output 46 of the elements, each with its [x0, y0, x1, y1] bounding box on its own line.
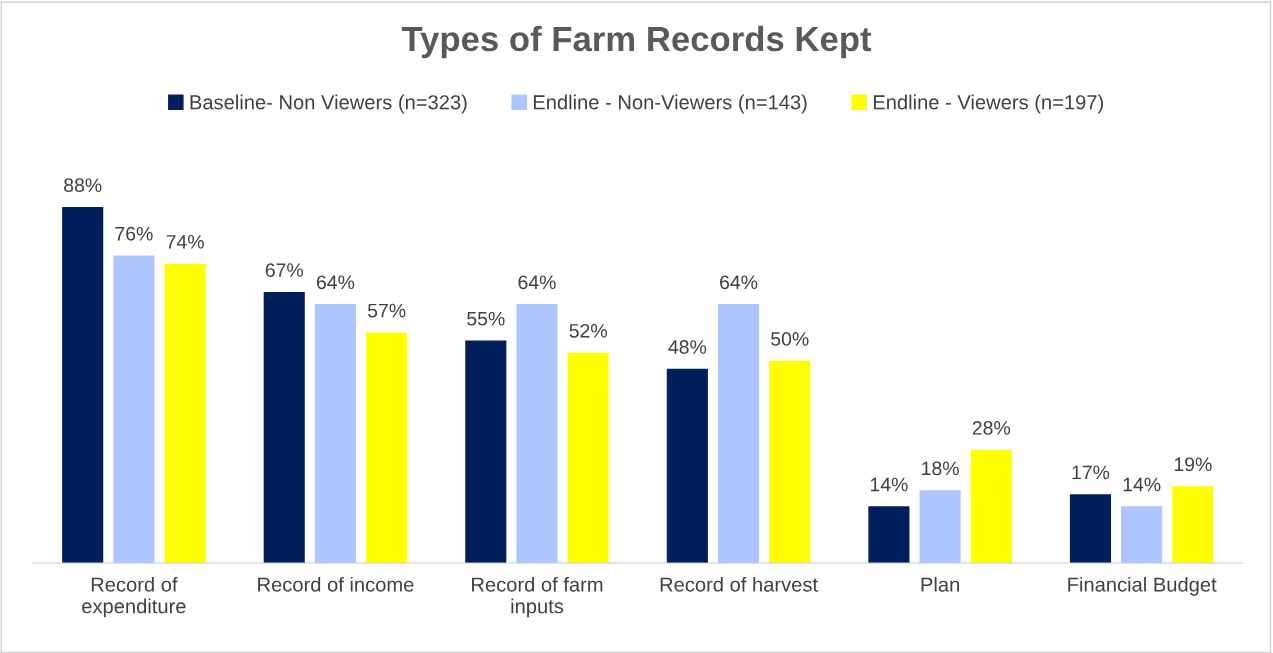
- bar: [1069, 494, 1112, 563]
- bar: [164, 263, 206, 563]
- data-label: 19%: [1174, 457, 1212, 472]
- bar: [567, 352, 609, 563]
- x-tick-label: Record of farm inputs: [472, 576, 603, 618]
- bar: [314, 304, 356, 563]
- bar: [1121, 506, 1163, 563]
- bar: [769, 360, 811, 563]
- bar: [366, 332, 408, 563]
- data-label: 48%: [668, 340, 707, 354]
- data-label: 64%: [518, 275, 556, 290]
- data-label: 57%: [367, 303, 406, 318]
- data-label: 67%: [265, 263, 304, 278]
- data-label: 55%: [467, 311, 505, 326]
- bar: [263, 291, 305, 563]
- data-label: 88%: [64, 178, 102, 193]
- x-tick-label: Record of income: [258, 576, 414, 592]
- bar: [465, 340, 507, 563]
- bar: [717, 304, 760, 563]
- bar: [62, 207, 104, 563]
- x-tick-label: Record of expenditure: [82, 576, 186, 618]
- legend-label: Baseline- Non Viewers (n=323): [190, 94, 467, 114]
- data-label: 64%: [316, 275, 355, 290]
- data-label: 28%: [972, 421, 1011, 435]
- data-label: 14%: [870, 477, 908, 492]
- data-label: 17%: [1072, 465, 1110, 480]
- x-tick-label: Financial Budget: [1068, 576, 1217, 596]
- data-label: 74%: [166, 235, 204, 249]
- chart-title: Types of Farm Records Kept: [401, 25, 872, 59]
- x-tick-label: Record of harvest: [660, 576, 818, 592]
- data-label: 18%: [922, 461, 959, 476]
- data-label: 64%: [720, 275, 758, 290]
- bar: [516, 304, 558, 563]
- bar: [919, 490, 961, 563]
- bar: [970, 449, 1012, 563]
- legend-label: Endline - Non-Viewers (n=143): [533, 94, 807, 114]
- bar: [868, 506, 910, 563]
- legend-label: Endline - Viewers (n=197): [873, 94, 1103, 114]
- bar: [113, 255, 155, 563]
- data-label: 50%: [771, 332, 809, 346]
- data-label: 76%: [115, 226, 153, 241]
- data-label: 52%: [569, 323, 607, 338]
- bar: [666, 368, 708, 563]
- data-label: 14%: [1123, 477, 1161, 492]
- bar: [1172, 486, 1214, 563]
- x-tick-label: Plan: [921, 576, 959, 592]
